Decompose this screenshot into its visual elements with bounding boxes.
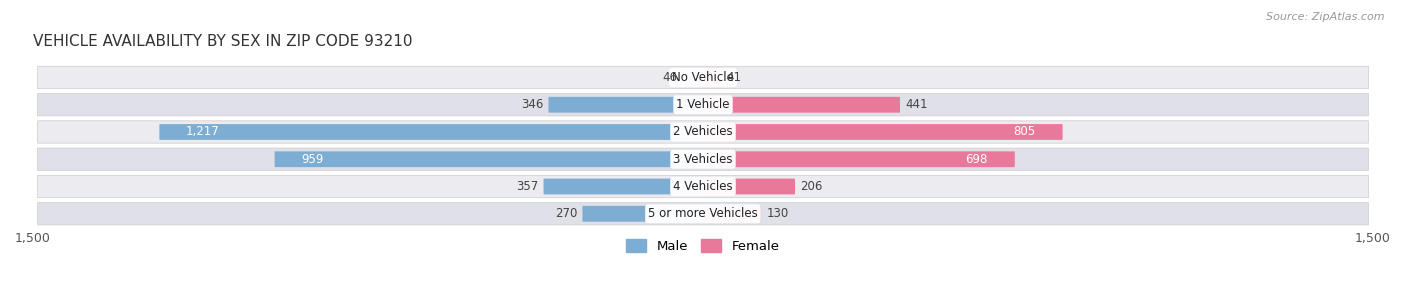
Text: 2 Vehicles: 2 Vehicles [673,125,733,139]
FancyBboxPatch shape [582,206,703,222]
FancyBboxPatch shape [703,69,721,85]
FancyBboxPatch shape [703,179,794,194]
FancyBboxPatch shape [548,97,703,113]
FancyBboxPatch shape [38,94,1368,116]
Text: 130: 130 [766,207,789,220]
FancyBboxPatch shape [682,69,703,85]
Text: 5 or more Vehicles: 5 or more Vehicles [648,207,758,220]
FancyBboxPatch shape [544,179,703,194]
FancyBboxPatch shape [703,97,900,113]
FancyBboxPatch shape [38,203,1368,225]
Text: 270: 270 [554,207,576,220]
Text: No Vehicle: No Vehicle [672,71,734,84]
Text: 3 Vehicles: 3 Vehicles [673,153,733,166]
Text: VEHICLE AVAILABILITY BY SEX IN ZIP CODE 93210: VEHICLE AVAILABILITY BY SEX IN ZIP CODE … [32,34,412,49]
Text: 206: 206 [800,180,823,193]
FancyBboxPatch shape [38,148,1368,170]
FancyBboxPatch shape [703,124,1063,140]
FancyBboxPatch shape [274,151,703,167]
FancyBboxPatch shape [703,206,761,222]
FancyBboxPatch shape [703,151,1015,167]
Text: 698: 698 [966,153,988,166]
Text: 805: 805 [1014,125,1036,139]
Text: 959: 959 [301,153,323,166]
Text: 4 Vehicles: 4 Vehicles [673,180,733,193]
Text: 441: 441 [905,98,928,111]
Legend: Male, Female: Male, Female [623,235,783,257]
Text: Source: ZipAtlas.com: Source: ZipAtlas.com [1267,12,1385,22]
Text: 1 Vehicle: 1 Vehicle [676,98,730,111]
Text: 46: 46 [662,71,678,84]
Text: 41: 41 [727,71,742,84]
FancyBboxPatch shape [38,121,1368,143]
FancyBboxPatch shape [38,175,1368,198]
Text: 1,217: 1,217 [186,125,219,139]
Text: 346: 346 [520,98,543,111]
FancyBboxPatch shape [159,124,703,140]
Text: 357: 357 [516,180,538,193]
FancyBboxPatch shape [38,66,1368,89]
